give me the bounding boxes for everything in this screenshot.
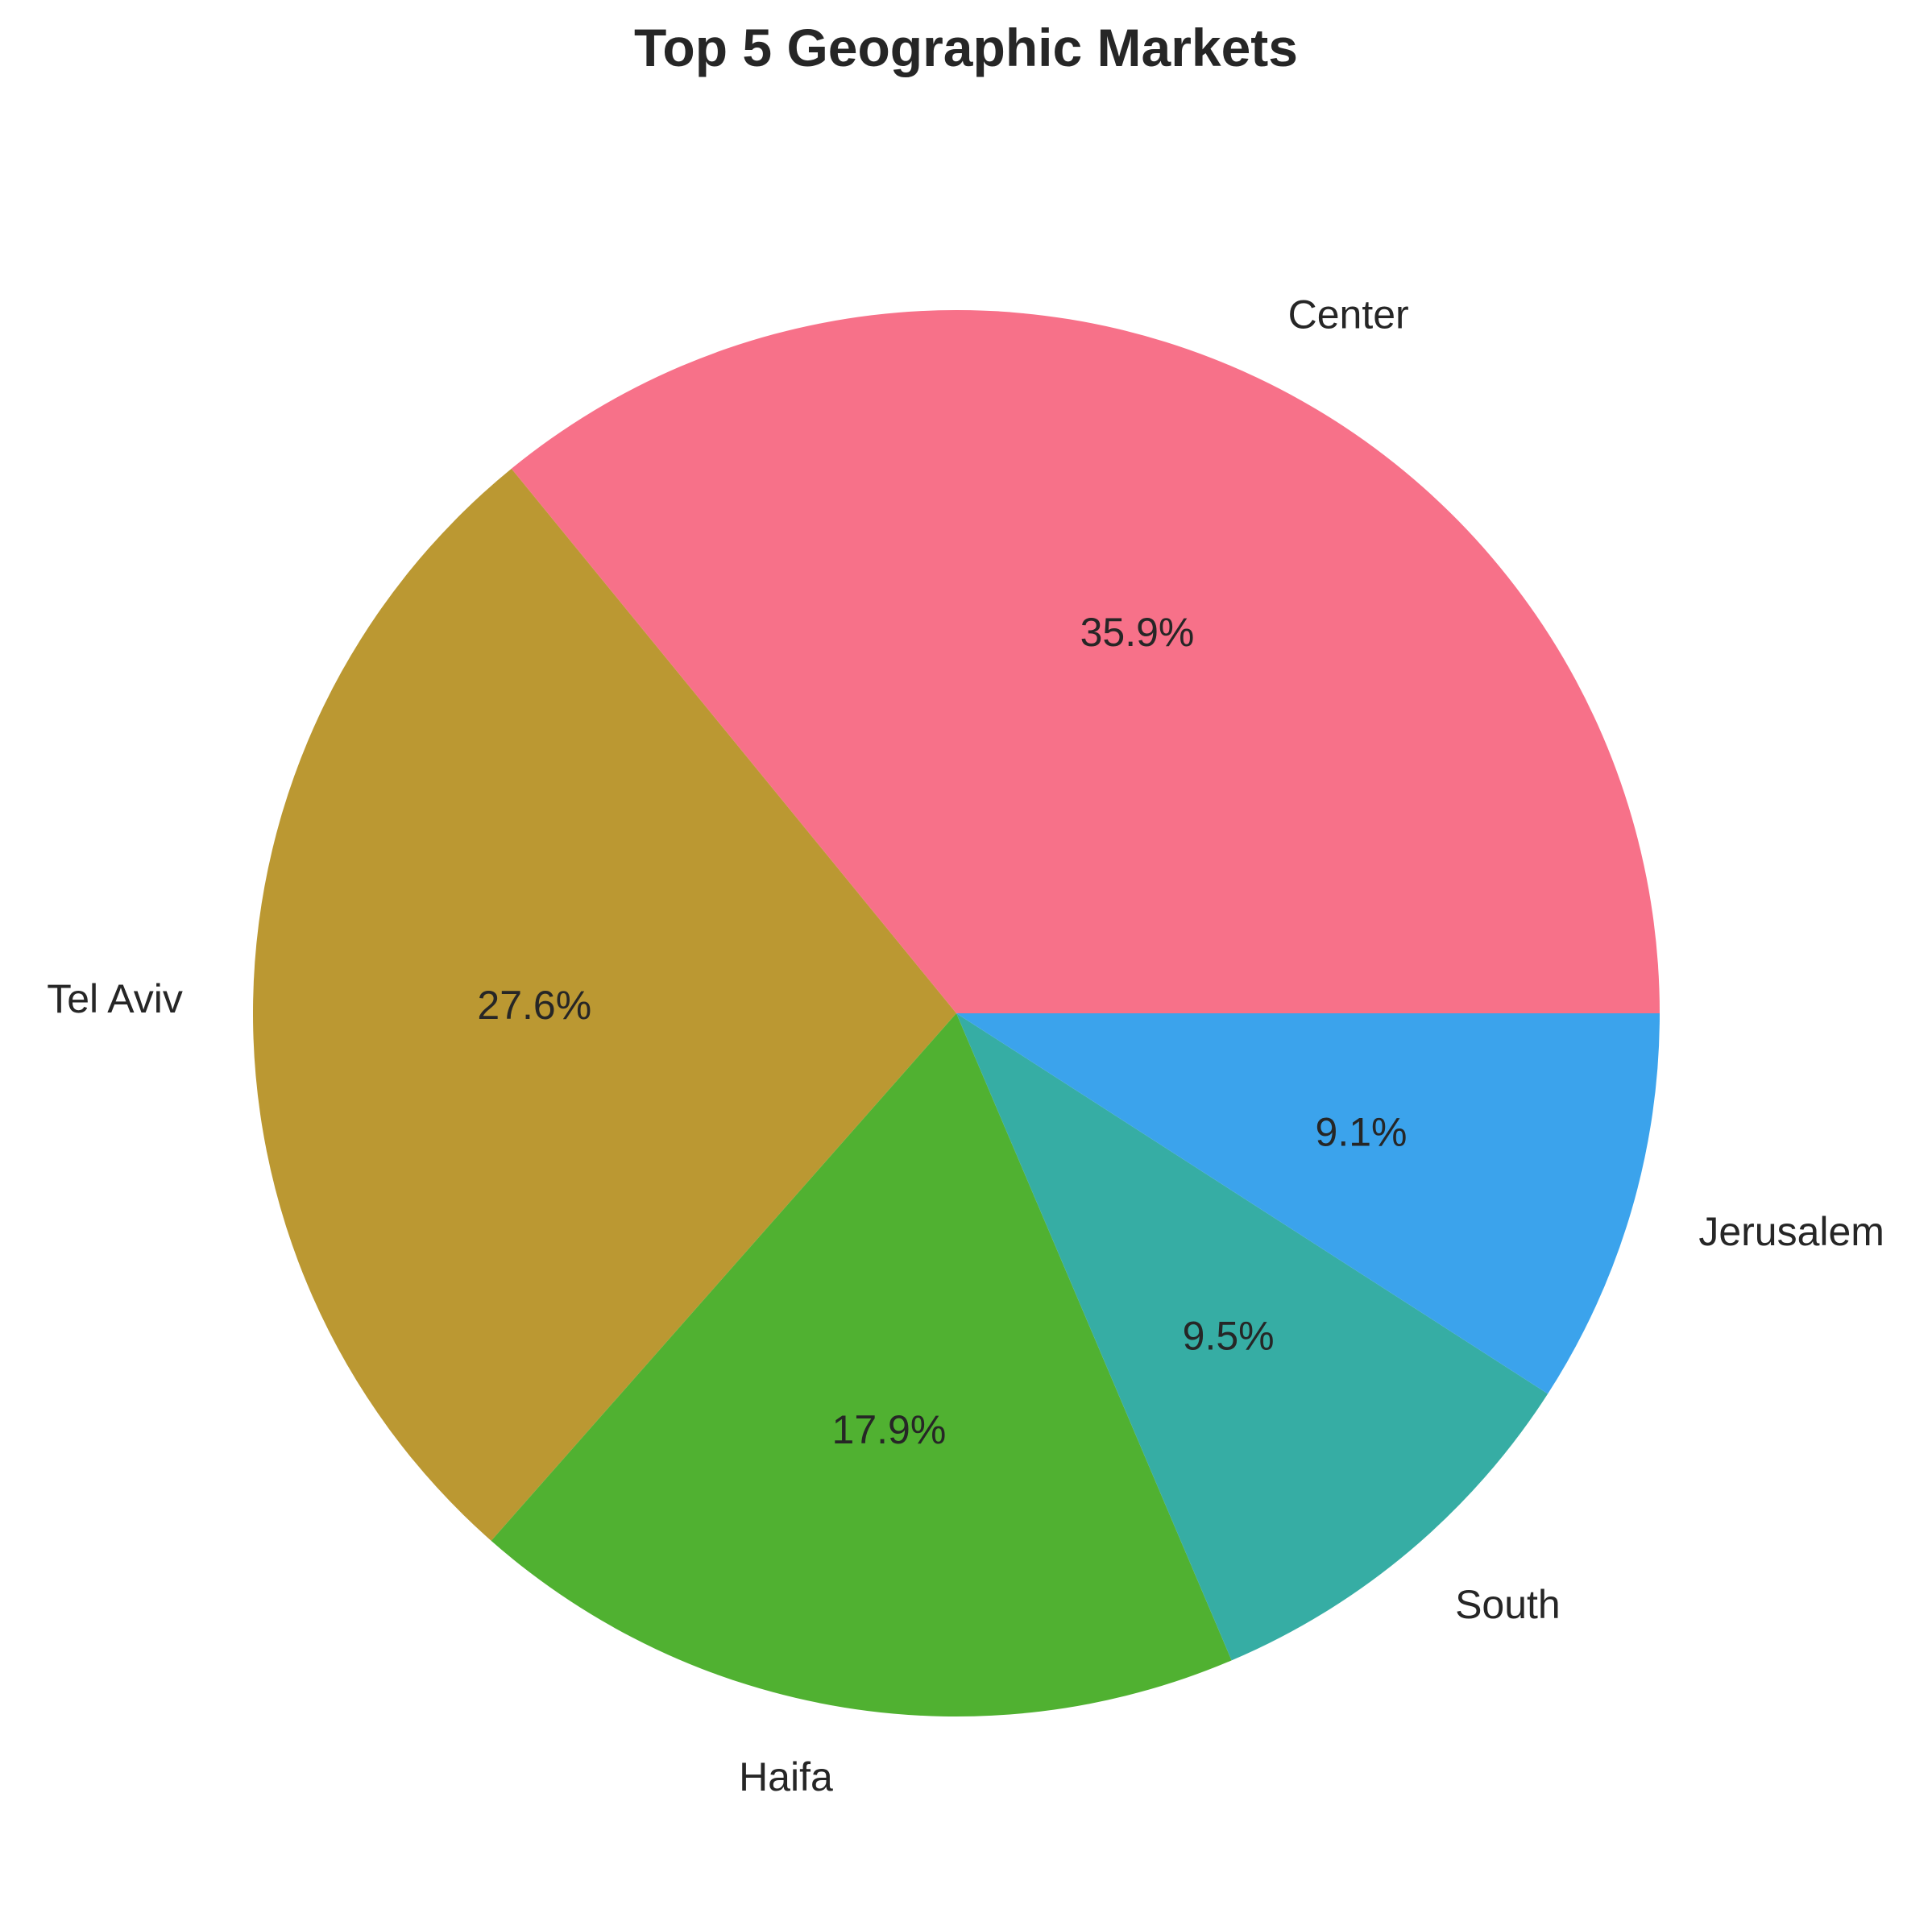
pie-slices bbox=[252, 309, 1660, 1716]
chart-title: Top 5 Geographic Markets bbox=[634, 18, 1298, 77]
pie-slice-south bbox=[956, 1013, 1549, 1661]
pie-slice-center bbox=[511, 309, 1660, 1013]
pie-slice-jerusalem bbox=[956, 1013, 1660, 1394]
slice-percent-tel-aviv: 27.6% bbox=[477, 983, 591, 1028]
slice-percent-haifa: 17.9% bbox=[832, 1407, 947, 1452]
slice-percent-jerusalem: 9.1% bbox=[1316, 1110, 1408, 1155]
slice-percent-center: 35.9% bbox=[1080, 610, 1195, 655]
slice-percent-south: 9.5% bbox=[1183, 1313, 1275, 1358]
pie-slice-tel-aviv bbox=[252, 468, 957, 1541]
pie-labels: Center 35.9% Tel Aviv 27.6% Haifa 17.9% South 9… bbox=[47, 292, 1884, 1799]
slice-label-haifa: Haifa bbox=[739, 1754, 833, 1799]
slice-label-jerusalem: Jerusalem bbox=[1698, 1209, 1884, 1254]
slice-label-tel-aviv: Tel Aviv bbox=[47, 976, 183, 1021]
pie-slice-haifa bbox=[491, 1013, 1232, 1716]
slice-label-south: South bbox=[1455, 1582, 1561, 1627]
slice-label-center: Center bbox=[1288, 292, 1409, 337]
